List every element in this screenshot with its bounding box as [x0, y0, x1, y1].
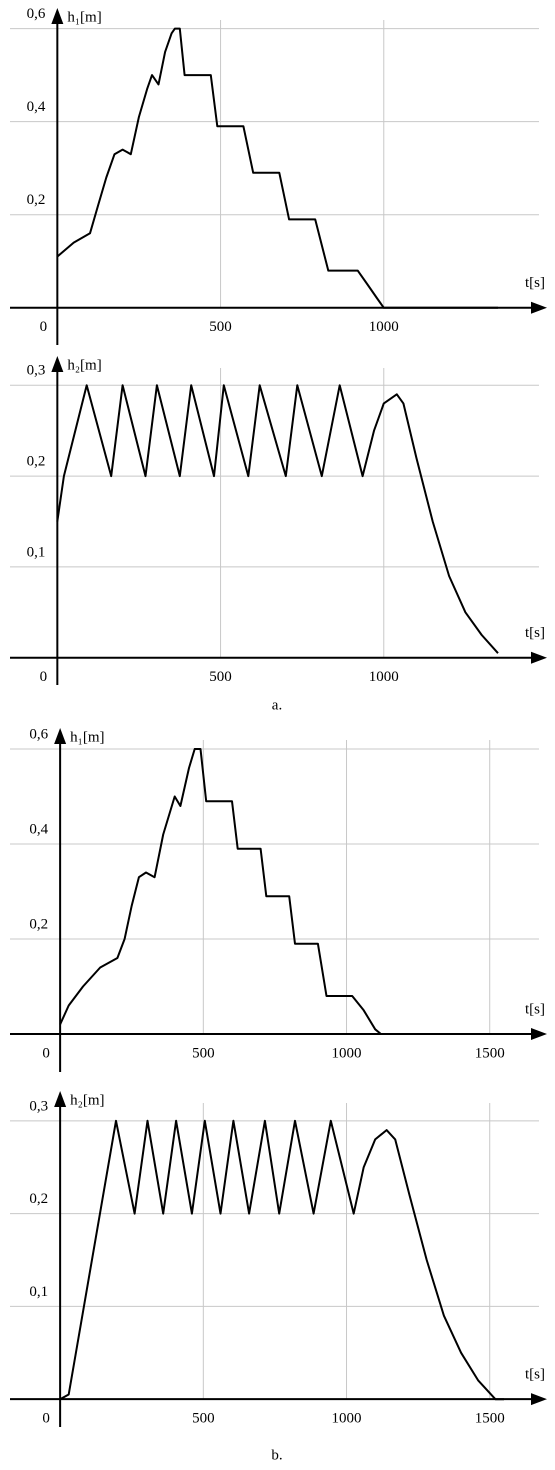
- x-tick-label: 500: [209, 319, 232, 335]
- x-tick-label: 1500: [475, 1411, 505, 1427]
- chart: 0,2 0,4 0,6 0 500 1000 1500 h₁[m] t[s]: [10, 726, 547, 1072]
- chart: 0,2 0,4 0,6 0 500 1000 h₁[m] t[s]: [10, 6, 547, 345]
- y-axis-label: h₂[m]: [70, 1092, 104, 1108]
- caption: b.: [271, 1447, 282, 1463]
- x-tick-label: 500: [192, 1411, 215, 1427]
- y-axis-label: h₁[m]: [70, 729, 104, 745]
- y-tick-label: 0,3: [29, 1098, 48, 1114]
- y-tick-label: 0,1: [27, 544, 46, 560]
- x-tick-label: 0: [40, 319, 48, 335]
- x-tick-label: 500: [209, 669, 232, 685]
- x-tick-label: 1500: [475, 1045, 505, 1061]
- x-tick-label: 0: [42, 1411, 50, 1427]
- y-tick-label: 0,2: [27, 192, 46, 208]
- x-tick-label: 0: [42, 1045, 50, 1061]
- caption: a.: [272, 697, 282, 713]
- x-tick-label: 1000: [369, 319, 399, 335]
- x-axis-label: t[s]: [525, 275, 545, 291]
- y-tick-label: 0,2: [29, 1191, 48, 1207]
- data-line: [59, 748, 504, 1035]
- x-axis-label: t[s]: [525, 625, 545, 641]
- x-axis-label: t[s]: [525, 1001, 545, 1017]
- y-axis-arrow: [54, 728, 67, 744]
- y-tick-label: 0,2: [27, 454, 46, 470]
- y-tick-label: 0,4: [27, 99, 46, 115]
- y-axis-label: h₁[m]: [67, 9, 101, 25]
- y-tick-label: 0,6: [29, 726, 48, 742]
- x-tick-label: 1000: [332, 1411, 362, 1427]
- y-tick-label: 0,1: [29, 1284, 48, 1300]
- chart: 0,1 0,2 0,3 0 500 1000 1500 h₂[m] t[s] b.: [10, 1091, 547, 1463]
- x-tick-label: 500: [192, 1045, 215, 1061]
- x-tick-label: 0: [40, 669, 48, 685]
- y-axis-arrow: [51, 8, 64, 24]
- data-line: [59, 1119, 504, 1401]
- y-tick-label: 0,2: [29, 916, 48, 932]
- y-axis-label: h₂[m]: [67, 357, 101, 373]
- chart: 0,1 0,2 0,3 0 500 1000 h₂[m] t[s] a.: [10, 356, 547, 713]
- y-axis-arrow: [54, 1091, 67, 1107]
- data-line: [56, 384, 499, 654]
- y-tick-label: 0,6: [27, 6, 46, 22]
- x-tick-label: 1000: [332, 1045, 362, 1061]
- x-axis-arrow: [531, 1028, 547, 1040]
- x-axis-label: t[s]: [525, 1367, 545, 1383]
- x-tick-label: 1000: [369, 669, 399, 685]
- y-axis-arrow: [51, 356, 64, 372]
- y-tick-label: 0,4: [29, 821, 48, 837]
- data-line: [56, 27, 498, 309]
- x-axis-arrow: [531, 1393, 547, 1406]
- y-tick-label: 0,3: [27, 363, 46, 379]
- x-axis-arrow: [531, 651, 547, 664]
- x-axis-arrow: [531, 301, 547, 314]
